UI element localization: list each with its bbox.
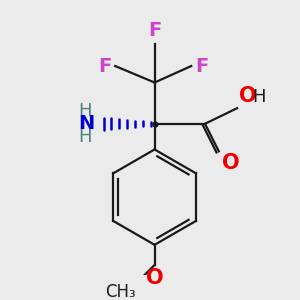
Text: CH₃: CH₃ xyxy=(106,283,136,300)
Text: O: O xyxy=(222,153,240,173)
Text: H: H xyxy=(79,128,92,146)
Text: O: O xyxy=(146,268,164,288)
Text: F: F xyxy=(195,56,208,76)
Text: N: N xyxy=(79,114,95,133)
Text: H: H xyxy=(252,88,265,106)
Text: F: F xyxy=(148,21,161,40)
Text: F: F xyxy=(98,56,112,76)
Text: O: O xyxy=(239,86,256,106)
Text: H: H xyxy=(79,102,92,120)
